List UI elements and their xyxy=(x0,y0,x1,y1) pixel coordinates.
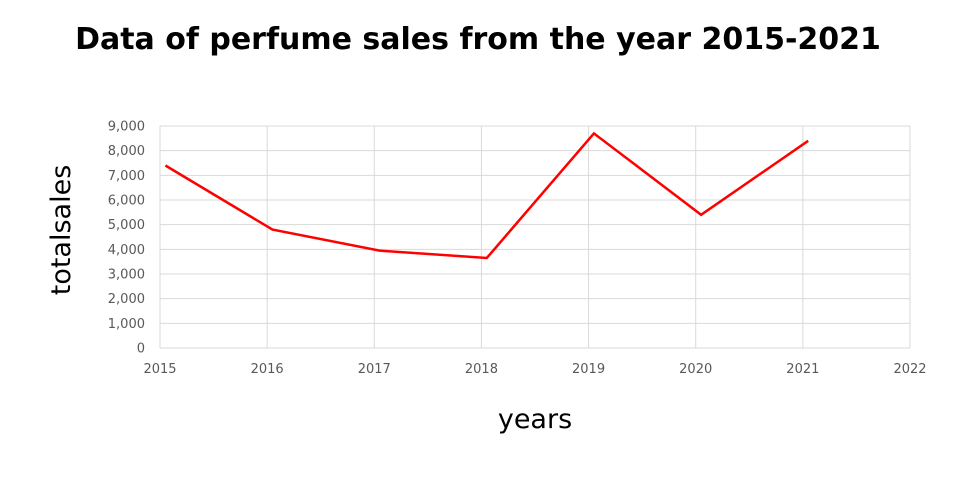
y-tick-label: 2,000 xyxy=(108,292,145,307)
x-axis-title: years xyxy=(498,404,572,435)
y-axis-tick-labels: 0 1,000 2,000 3,000 4,000 5,000 6,000 7,000 8,00… xyxy=(108,120,145,357)
y-tick-label: 4,000 xyxy=(108,243,145,258)
y-tick-label: 8,000 xyxy=(108,144,145,159)
series-layer xyxy=(164,131,809,260)
x-tick-label: 2022 xyxy=(893,362,926,377)
y-tick-label: 1,000 xyxy=(108,317,145,332)
x-tick-label: 2020 xyxy=(679,362,712,377)
x-tick-label: 2017 xyxy=(358,362,391,377)
x-tick-label: 2021 xyxy=(786,362,819,377)
y-tick-label: 0 xyxy=(137,342,145,357)
y-tick-label: 9,000 xyxy=(108,120,145,135)
gridlines xyxy=(159,125,911,349)
x-tick-label: 2016 xyxy=(251,362,284,377)
x-tick-label: 2019 xyxy=(572,362,605,377)
series-line xyxy=(164,131,809,260)
y-tick-label: 6,000 xyxy=(108,194,145,209)
x-tick-label: 2015 xyxy=(143,362,176,377)
y-tick-label: 5,000 xyxy=(108,218,145,233)
y-tick-label: 3,000 xyxy=(108,268,145,283)
chart-title: Data of perfume sales from the year 2015… xyxy=(75,22,881,57)
y-tick-label: 7,000 xyxy=(108,169,145,184)
y-axis-title: totalsales xyxy=(46,165,77,296)
x-axis-tick-labels: 2015 2016 2017 2018 2019 2020 2021 2022 xyxy=(143,362,926,377)
x-tick-label: 2018 xyxy=(465,362,498,377)
